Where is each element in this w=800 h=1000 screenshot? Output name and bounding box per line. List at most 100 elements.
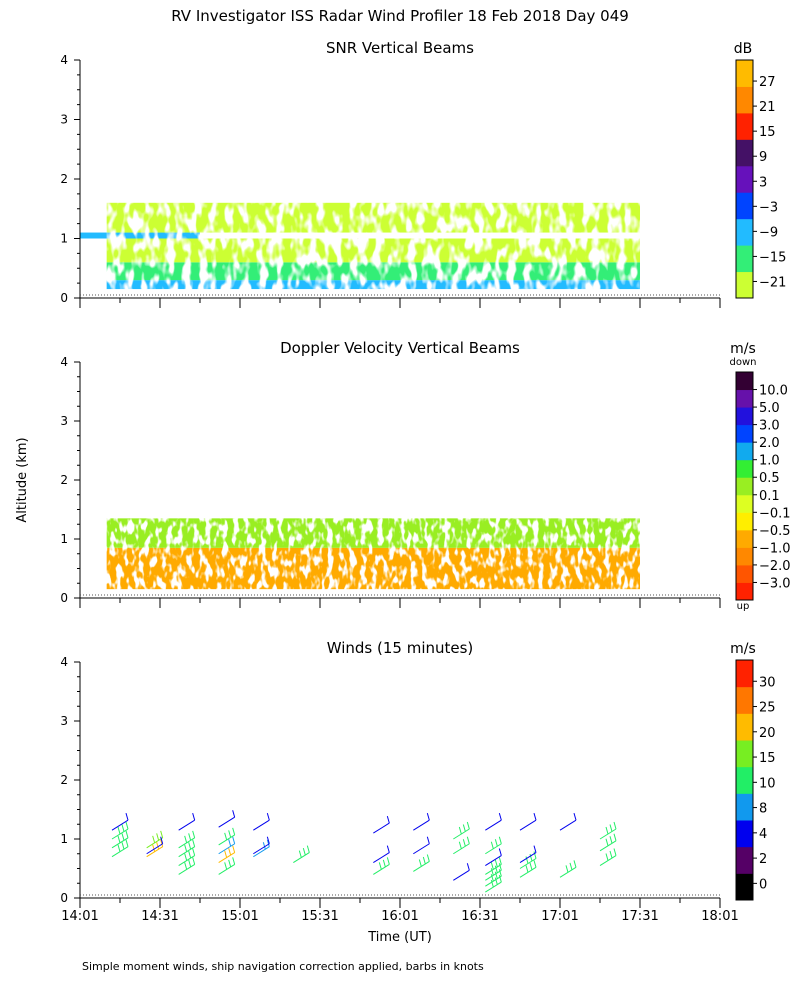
barb-flag	[192, 857, 196, 865]
barb-shaft	[373, 852, 390, 864]
wind-barb	[178, 839, 196, 858]
colorbar-tick-label: −1.0	[759, 541, 791, 556]
wind-barb	[111, 813, 129, 831]
colorbar-tick-label: 3.0	[759, 419, 780, 434]
wind-barb	[373, 857, 390, 875]
barb-flag	[184, 844, 188, 852]
barb-flag	[266, 836, 270, 844]
snr-gaps	[106, 202, 640, 290]
x-tick-label: 14:31	[141, 909, 178, 924]
barb-flag	[569, 862, 573, 870]
footnote: Simple moment winds, ship navigation cor…	[82, 960, 484, 973]
colorbar-tick-label: 21	[759, 100, 776, 115]
colorbar-swatch	[736, 846, 753, 874]
winds-colorbar-unit: m/s	[730, 641, 756, 657]
barb-flag	[228, 830, 232, 838]
wind-barb	[146, 839, 164, 858]
doppler-heatmap	[106, 518, 640, 590]
colorbar-tick-label: −15	[759, 250, 786, 265]
barb-flag	[192, 839, 196, 847]
barb-flag	[378, 862, 382, 870]
wind-barb	[453, 863, 470, 881]
barb-flag	[156, 833, 160, 841]
colorbar-tick-label: 10	[759, 776, 776, 791]
wind-barb	[178, 848, 196, 866]
barb-flag	[565, 865, 569, 873]
barb-flag	[156, 842, 160, 850]
colorbar-swatch	[736, 389, 753, 408]
colorbar-tick-label: 30	[759, 675, 776, 690]
barb-flag	[188, 833, 192, 841]
wind-barb	[218, 845, 236, 864]
wind-barb	[218, 836, 236, 855]
wind-barb	[485, 813, 502, 831]
barb-flag	[188, 842, 192, 850]
barb-flag	[152, 844, 156, 852]
barb-flag	[232, 836, 236, 844]
barb-flag	[490, 879, 494, 888]
colorbar-swatch	[736, 494, 753, 513]
barb-flag	[160, 839, 164, 847]
colorbar-swatch	[736, 477, 753, 496]
wind-barb	[253, 813, 270, 831]
barb-flag	[533, 860, 537, 868]
wind-barb	[599, 821, 617, 840]
barb-flag	[494, 865, 498, 873]
wind-barb	[146, 830, 164, 849]
barb-flag	[184, 835, 188, 843]
wind-barb	[218, 827, 236, 846]
barb-flag	[609, 824, 613, 832]
barb-flag	[525, 865, 529, 873]
wind-barb	[485, 863, 502, 881]
wind-barb	[559, 813, 577, 831]
colorbar-tick-label: 2.0	[759, 436, 780, 451]
colorbar-tick-label: 5.0	[759, 401, 780, 416]
barb-flag	[224, 850, 228, 858]
wind-barb	[218, 857, 236, 875]
barb-flag	[192, 848, 196, 856]
colorbar-tick-label: 15	[759, 125, 776, 140]
colorbar-tick-label: 2	[759, 852, 767, 867]
barb-flag	[458, 841, 462, 849]
barb-flag	[184, 862, 188, 870]
wind-barb	[218, 810, 236, 828]
barb-flag	[498, 874, 502, 883]
colorbar-tick-label: 1.0	[759, 454, 780, 469]
colorbar-swatch	[736, 60, 753, 87]
barb-flag	[121, 842, 125, 850]
barb-shaft	[218, 843, 235, 855]
colorbar-frame	[735, 59, 754, 299]
barb-flag	[533, 851, 537, 859]
colorbar-tick-label: 27	[759, 75, 776, 90]
barb-flag	[298, 850, 302, 858]
x-tick-label: 16:01	[381, 909, 418, 924]
colorbar-tick-label: 4	[759, 827, 767, 842]
barb-flag	[382, 859, 386, 868]
barb-shaft	[373, 822, 390, 834]
barb-flag	[613, 848, 617, 856]
barb-flag	[232, 827, 236, 836]
snr-colorbar: 27 21 15 9 3 −3 −9 −15 −21	[735, 59, 786, 299]
barb-flag	[125, 813, 129, 821]
doppler-panel-title: Doppler Velocity Vertical Beams	[280, 339, 520, 357]
barb-shaft	[146, 843, 163, 855]
colorbar-swatch	[736, 582, 753, 601]
doppler-colorbar: 10.0 5.0 3.0 2.0 1.0 0.5 0.1 −0.1 −0.5 −1.0 −2.0 −3…	[735, 371, 791, 601]
colorbar-tick-label: −0.1	[759, 506, 791, 521]
colorbar-swatch	[736, 873, 753, 901]
colorbar-swatch	[736, 529, 753, 548]
y-tick-label: 0	[60, 591, 68, 605]
barb-flag	[386, 845, 390, 853]
colorbar-swatch	[736, 372, 753, 391]
barb-shaft	[519, 852, 537, 864]
barb-flag	[498, 869, 502, 877]
colorbar-swatch	[736, 271, 753, 299]
colorbar-tick-label: −9	[759, 225, 778, 240]
colorbar-tick-label: 0.1	[759, 489, 780, 504]
colorbar-swatch	[736, 407, 753, 426]
barb-flag	[494, 839, 498, 847]
barb-flag	[466, 821, 470, 830]
barb-shaft	[413, 819, 430, 831]
wind-barb	[519, 813, 537, 831]
